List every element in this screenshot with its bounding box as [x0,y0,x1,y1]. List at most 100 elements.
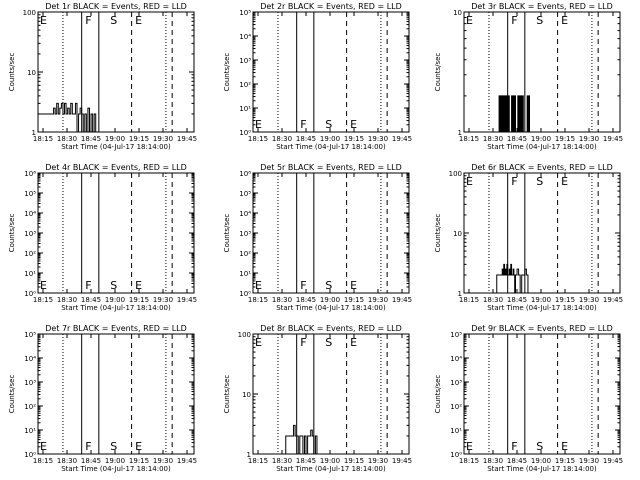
x-tick-label: 18:15 [459,135,479,143]
marker-label: S [110,14,117,27]
y-tick-label: 10⁰ [239,129,251,137]
panel-title: Det 5r BLACK = Events, RED = LLD [260,163,402,172]
x-tick-label: 19:15 [129,457,149,465]
marker-label: E [40,14,47,27]
y-tick-label: 10¹ [24,270,36,278]
y-axis-label: Counts/sec [223,375,231,414]
x-tick-label: 18:15 [459,457,479,465]
x-tick-label: 19:15 [555,296,575,304]
x-tick-label: 19:30 [153,296,173,304]
marker-label: E [255,279,262,292]
x-tick-label: 19:00 [531,135,551,143]
marker-label: E [350,279,357,292]
y-tick-label: 10² [239,81,251,89]
x-tick-label: 19:45 [603,296,623,304]
marker-label: E [561,14,568,27]
x-axis-label: Start Time (04-Jul-17 18:14:00) [61,143,171,151]
y-tick-label: 10⁴ [239,33,251,41]
marker-label: E [135,14,142,27]
plot-frame [252,11,410,133]
marker-label: E [466,175,473,188]
x-tick-label: 18:45 [507,457,527,465]
marker-label: S [325,118,332,131]
x-tick-label: 19:00 [531,457,551,465]
y-tick-label: 10⁵ [239,9,251,17]
x-axis-label: Start Time (04-Jul-17 18:14:00) [487,143,597,151]
marker-label: F [85,14,91,27]
y-tick-label: 10⁴ [24,355,36,363]
panel-det-6: Det 6r BLACK = Events, RED = LLD 1 10 100 18… [434,163,623,312]
marker-label: E [350,118,357,131]
x-tick-label: 19:00 [105,135,125,143]
marker-label: F [85,440,91,453]
marker-label: E [561,440,568,453]
x-tick-label: 19:45 [392,296,412,304]
x-tick-label: 19:15 [344,457,364,465]
y-tick-label: 10⁰ [24,451,36,459]
x-tick-label: 18:45 [296,296,316,304]
y-axis-label: Counts/sec [8,53,16,92]
marker-label: E [135,279,142,292]
y-tick-label: 10 [453,9,462,17]
y-tick-label: 10 [453,230,462,238]
y-tick-label: 100 [449,170,462,178]
x-tick-label: 19:15 [129,135,149,143]
panel-title: Det 1r BLACK = Events, RED = LLD [45,2,187,11]
x-tick-label: 18:45 [81,457,101,465]
panel-title: Det 4r BLACK = Events, RED = LLD [45,163,187,172]
y-axis-label: Counts/sec [434,375,442,414]
x-axis-label: Start Time (04-Jul-17 18:14:00) [276,465,386,473]
x-tick-label: 18:45 [507,135,527,143]
marker-label: F [511,175,517,188]
marker-label: S [536,175,543,188]
y-tick-label: 10⁰ [239,290,251,298]
y-tick-label: 10⁰ [450,451,462,459]
x-tick-label: 18:30 [272,135,292,143]
x-tick-label: 18:15 [33,457,53,465]
panel-det-8: Det 8r BLACK = Events, RED = LLD 1 10 100 18… [223,324,412,473]
events-series-line [495,263,530,294]
plot-frame [37,333,195,455]
marker-label: F [300,279,306,292]
y-tick-label: 10⁶ [24,170,36,178]
panel-title: Det 2r BLACK = Events, RED = LLD [260,2,402,11]
marker-label: F [300,118,306,131]
y-tick-label: 100 [23,9,36,17]
x-tick-label: 19:00 [105,296,125,304]
marker-label: E [255,118,262,131]
marker-label: S [325,279,332,292]
panel-det-4: Det 4r BLACK = Events, RED = LLD 10⁰ 10¹ 10… [8,163,197,312]
panel-det-3: Det 3r BLACK = Events, RED = LLD 1 10 18:15… [434,2,623,151]
x-tick-label: 19:00 [531,296,551,304]
y-tick-label: 10³ [24,230,36,238]
marker-label: E [255,336,262,349]
x-axis-label: Start Time (04-Jul-17 18:14:00) [487,304,597,312]
x-axis-label: Start Time (04-Jul-17 18:14:00) [487,465,597,473]
x-tick-label: 19:45 [177,135,197,143]
x-tick-label: 19:00 [105,457,125,465]
x-tick-label: 18:30 [57,457,77,465]
y-tick-label: 10¹ [24,427,36,435]
marker-label: E [40,440,47,453]
x-tick-label: 18:15 [33,296,53,304]
y-tick-label: 10⁶ [239,170,251,178]
plot-frame [37,172,195,294]
x-tick-label: 19:30 [368,296,388,304]
y-axis-label: Counts/sec [8,375,16,414]
y-tick-label: 1 [32,129,36,137]
y-tick-label: 10⁴ [239,210,251,218]
marker-label: F [511,440,517,453]
x-tick-label: 19:30 [153,457,173,465]
x-tick-label: 19:45 [392,135,412,143]
y-axis-label: Counts/sec [434,214,442,253]
x-tick-label: 18:15 [33,135,53,143]
panel-title: Det 3r BLACK = Events, RED = LLD [471,2,613,11]
y-tick-label: 100 [238,331,251,339]
x-axis-label: Start Time (04-Jul-17 18:14:00) [61,304,171,312]
x-tick-label: 18:30 [272,457,292,465]
y-axis-label: Counts/sec [8,214,16,253]
y-tick-label: 1 [247,451,251,459]
y-tick-label: 10⁴ [24,210,36,218]
y-tick-label: 10¹ [450,427,462,435]
y-tick-label: 10⁴ [450,355,462,363]
